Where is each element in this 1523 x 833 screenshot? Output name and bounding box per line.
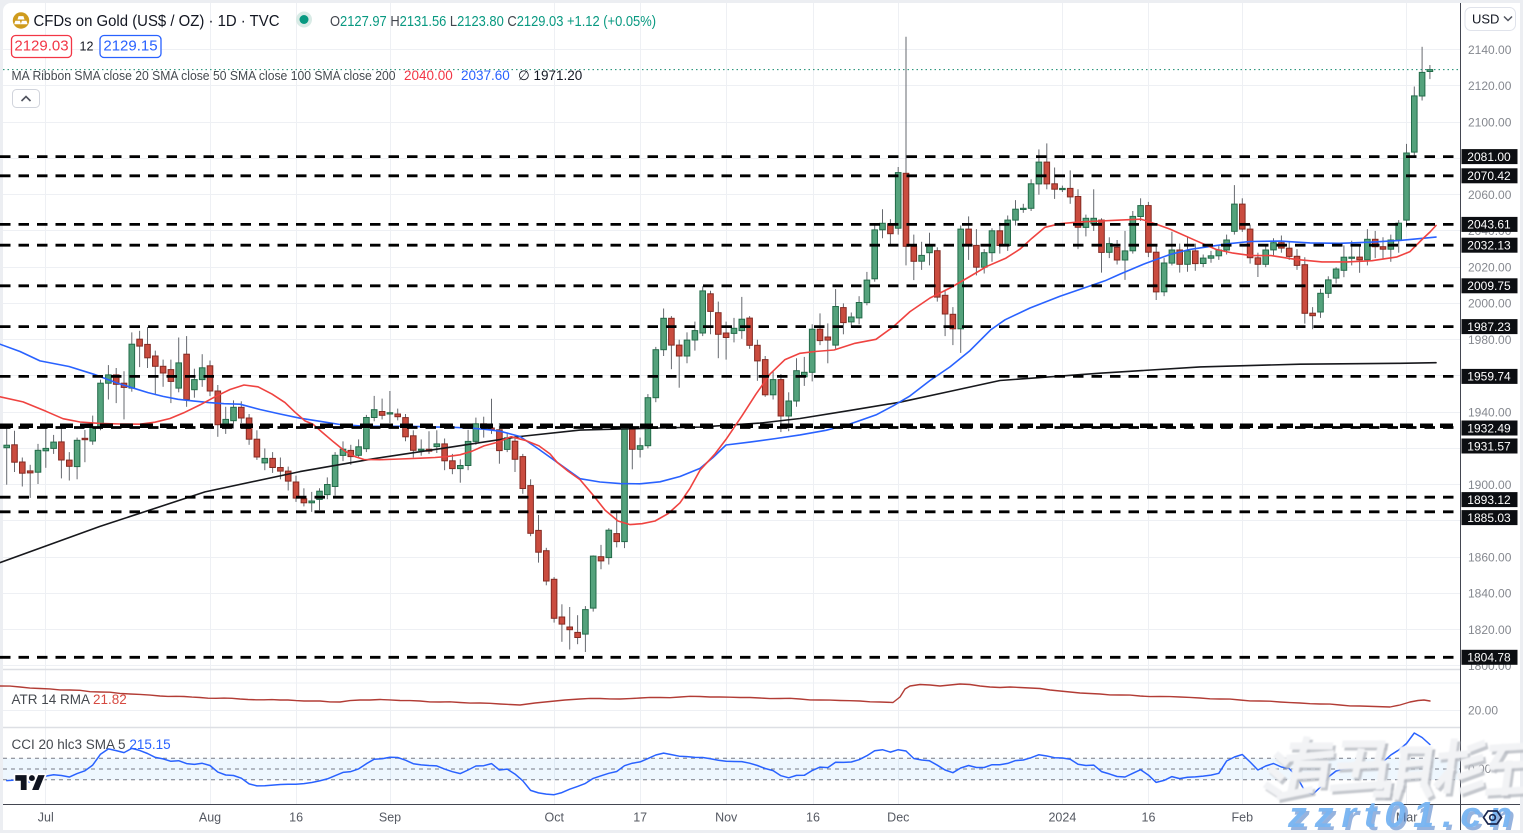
svg-text:2129.15: 2129.15 [103,38,157,55]
svg-text:1820.00: 1820.00 [1468,623,1512,637]
svg-text:2032.13: 2032.13 [1467,239,1511,253]
svg-text:Dec: Dec [887,811,909,825]
svg-text:16: 16 [1142,811,1156,825]
svg-text:Nov: Nov [715,811,738,825]
svg-text:1980.00: 1980.00 [1468,333,1512,347]
svg-text:Aug: Aug [199,811,221,825]
svg-text:1987.23: 1987.23 [1467,320,1511,334]
svg-text:USD: USD [1472,12,1499,27]
svg-text:O2127.97 H2131.56 L2123.80 C21: O2127.97 H2131.56 L2123.80 C2129.03 +1.1… [330,14,656,30]
svg-text:Oct: Oct [544,811,564,825]
svg-text:Jul: Jul [38,811,54,825]
svg-text:zzrt01.cn: zzrt01.cn [1287,794,1520,833]
svg-text:∅ 1971.20: ∅ 1971.20 [518,68,582,83]
svg-text:1940.00: 1940.00 [1468,405,1512,419]
svg-text:CFDs on Gold (US$ / OZ) · 1D ·: CFDs on Gold (US$ / OZ) · 1D · TVC [34,13,280,30]
svg-text:1893.12: 1893.12 [1467,493,1511,507]
svg-text:1804.78: 1804.78 [1467,651,1511,665]
svg-text:2037.60: 2037.60 [461,68,510,83]
svg-text:ATR 14 RMA 21.82: ATR 14 RMA 21.82 [12,692,127,707]
svg-text:1900.00: 1900.00 [1468,478,1512,492]
svg-text:20.00: 20.00 [1468,704,1498,718]
svg-text:2129.03: 2129.03 [14,38,68,55]
svg-text:2000.00: 2000.00 [1468,297,1512,311]
svg-text:2040.00: 2040.00 [404,68,453,83]
svg-text:16: 16 [806,811,820,825]
svg-text:2060.00: 2060.00 [1468,188,1512,202]
svg-text:2009.75: 2009.75 [1467,279,1511,293]
svg-text:12: 12 [80,40,94,54]
svg-text:zzrt01.cn: zzrt01.cn [1290,797,1523,833]
svg-text:1860.00: 1860.00 [1468,550,1512,564]
svg-text:16: 16 [289,811,303,825]
svg-text:1931.57: 1931.57 [1467,439,1511,453]
svg-text:2140.00: 2140.00 [1468,43,1512,57]
svg-text:Mar: Mar [1396,811,1418,825]
svg-text:1932.49: 1932.49 [1467,421,1511,435]
svg-text:1885.03: 1885.03 [1467,511,1511,525]
svg-text:1840.00: 1840.00 [1468,587,1512,601]
svg-text:17: 17 [633,811,647,825]
svg-text:2081.00: 2081.00 [1467,150,1511,164]
svg-text:CCI 20 hlc3 SMA 5 215.15: CCI 20 hlc3 SMA 5 215.15 [12,737,171,752]
svg-text:Feb: Feb [1232,811,1254,825]
svg-text:MA Ribbon SMA close 20 SMA clo: MA Ribbon SMA close 20 SMA close 50 SMA … [12,68,396,83]
svg-text:1959.74: 1959.74 [1467,370,1511,384]
svg-text:2120.00: 2120.00 [1468,79,1512,93]
svg-text:2020.00: 2020.00 [1468,260,1512,274]
svg-text:Sep: Sep [379,811,401,825]
svg-text:2043.61: 2043.61 [1467,218,1511,232]
svg-text:2024: 2024 [1048,811,1076,825]
svg-text:2070.42: 2070.42 [1467,169,1511,183]
svg-text:2100.00: 2100.00 [1468,115,1512,129]
